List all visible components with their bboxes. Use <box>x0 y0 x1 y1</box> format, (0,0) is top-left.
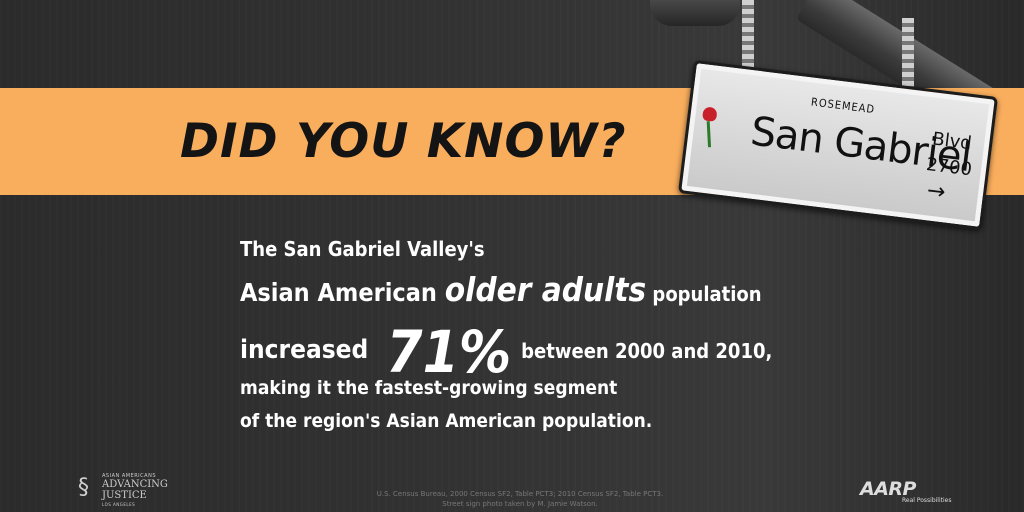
credits-line-2: Street sign photo taken by M. Jamie Wats… <box>442 500 598 508</box>
fact-line-2: Asian American older adults population <box>240 270 762 309</box>
headline: DID YOU KNOW? <box>180 114 627 169</box>
sign-chain-left <box>742 0 754 68</box>
swirl-icon: § <box>78 475 89 500</box>
fact-line-1: The San Gabriel Valley's <box>240 237 485 261</box>
fact-line-4: making it the fastest-growing segment <box>240 377 618 399</box>
rose-icon <box>702 106 718 122</box>
rose-stem <box>706 121 712 148</box>
fact-line-3-a: increased <box>240 335 369 365</box>
sign-cross-street: ROSEMEAD <box>810 95 876 117</box>
aaj-logo-line3: JUSTICE <box>102 490 147 501</box>
fact-line-2-b: population <box>646 282 762 306</box>
aarp-logo: AARP Real Possibilities <box>860 478 951 504</box>
source-credits: U.S. Census Bureau, 2000 Census SF2, Tab… <box>320 489 720 509</box>
aaj-logo-line1: ASIAN AMERICANS <box>102 473 156 479</box>
street-lamp <box>650 0 740 26</box>
fact-line-5: of the region's Asian American populatio… <box>240 410 653 432</box>
aaj-logo-line2: ADVANCING <box>102 479 168 490</box>
credits-line-1: U.S. Census Bureau, 2000 Census SF2, Tab… <box>376 490 664 498</box>
arrow-right-icon: → <box>925 178 947 206</box>
fact-percentage: 71% <box>386 318 512 386</box>
sign-chain-right <box>902 18 914 96</box>
aaj-logo-line4: LOS ANGELES <box>102 502 136 507</box>
fact-line-3-b: between 2000 and 2010, <box>521 339 773 363</box>
fact-line-3: increased 71% between 2000 and 2010, <box>240 318 772 386</box>
fact-emphasis: older adults <box>444 270 647 309</box>
aarp-logo-name: AARP <box>860 478 916 500</box>
aarp-tagline: Real Possibilities <box>902 497 952 504</box>
fact-line-2-a: Asian American <box>240 278 445 307</box>
